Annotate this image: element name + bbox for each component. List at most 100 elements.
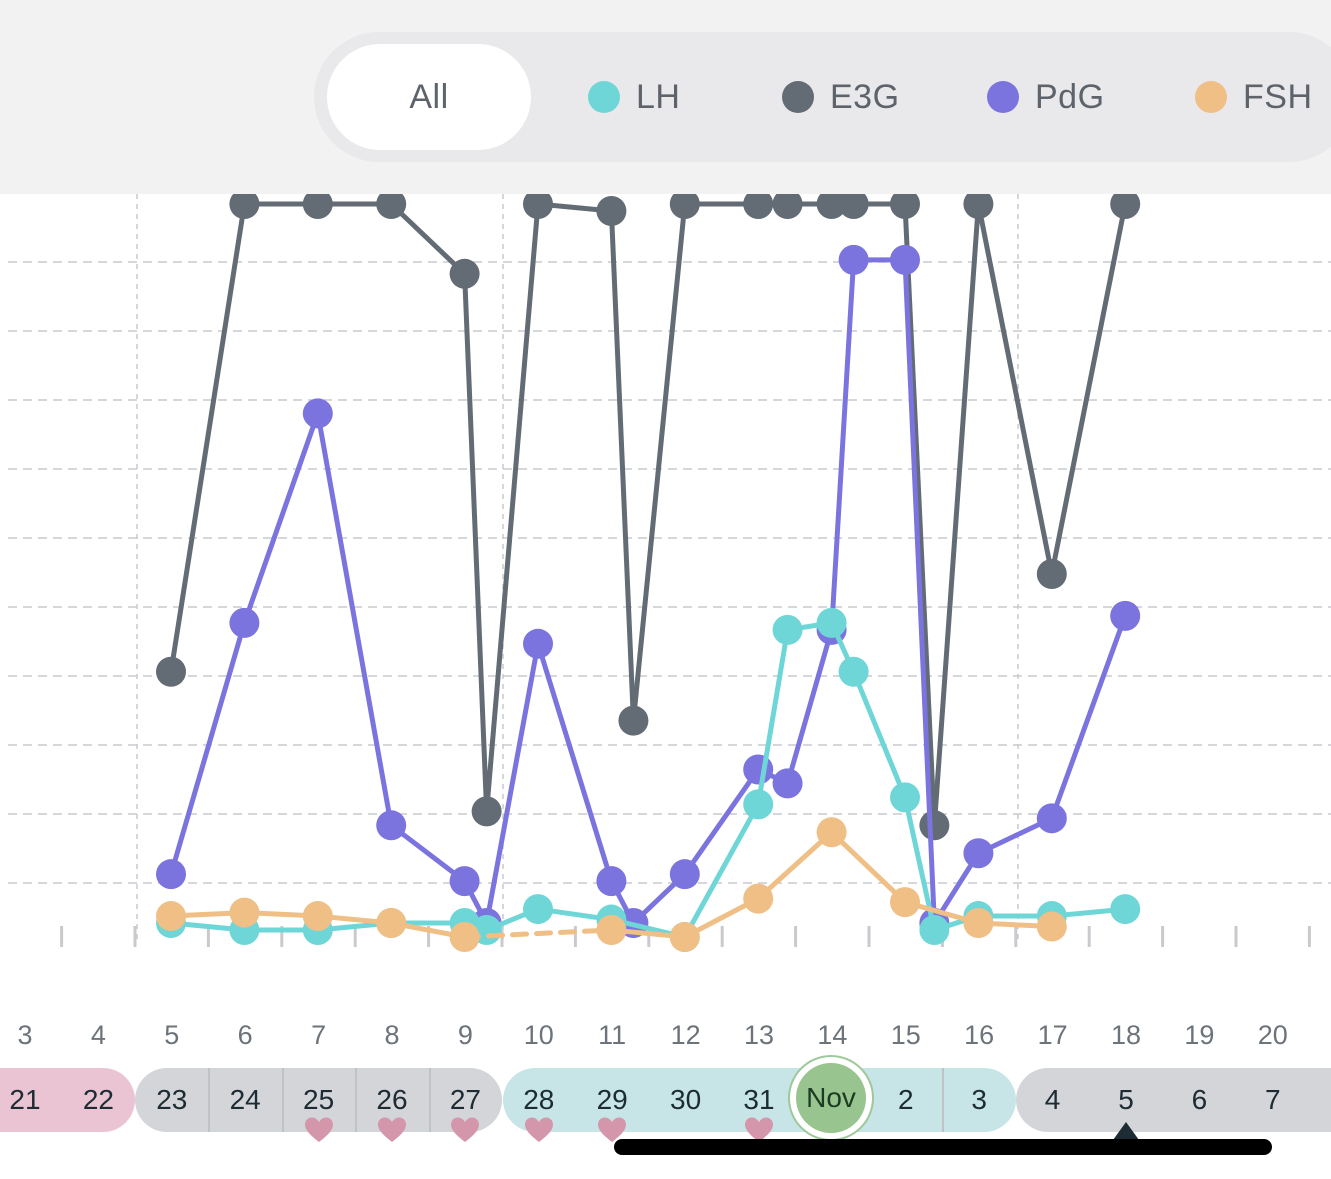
filter-fsh-button[interactable]: FSH: [1195, 44, 1313, 150]
e3g-point: [596, 195, 627, 226]
pdg-line-segment: [241, 410, 321, 626]
pdg-point: [302, 398, 333, 429]
fsh-point: [229, 897, 260, 928]
day-label: 14: [817, 1020, 848, 1050]
e3g-line-segment: [630, 201, 688, 724]
pdg-point: [1036, 803, 1067, 834]
cycle-day[interactable]: 23: [156, 1084, 188, 1115]
day-label: 4: [90, 1020, 106, 1050]
day-label: 11: [598, 1020, 627, 1050]
pdg-point: [596, 866, 627, 897]
cycle-day[interactable]: 31: [743, 1084, 775, 1115]
fsh-point: [449, 922, 480, 952]
lh-point: [523, 894, 553, 925]
cycle-day[interactable]: 27: [449, 1084, 481, 1115]
day-label: 9: [457, 1020, 473, 1050]
cycle-day[interactable]: 6: [1191, 1084, 1208, 1115]
e3g-point: [1110, 194, 1141, 219]
filter-lh-label: LH: [636, 77, 681, 116]
e3g-point: [376, 194, 407, 219]
cycle-day[interactable]: 4: [1044, 1084, 1061, 1115]
filter-e3g-button[interactable]: E3G: [782, 44, 900, 150]
pdg-dot-icon: [987, 81, 1019, 113]
cycle-day[interactable]: 30: [670, 1084, 702, 1115]
fsh-point: [302, 901, 333, 932]
cycle-day[interactable]: 26: [376, 1084, 408, 1115]
fsh-point: [1036, 911, 1067, 942]
e3g-point: [229, 194, 260, 219]
today-label: Nov: [796, 1063, 866, 1133]
band-divider: [429, 1068, 431, 1132]
pdg-line-segment: [829, 257, 857, 633]
heart-icon: [377, 1116, 407, 1144]
cycle-day[interactable]: 7: [1265, 1084, 1281, 1115]
e3g-line-segment: [931, 201, 981, 828]
heart-icon: [450, 1116, 480, 1144]
day-label: 19: [1184, 1020, 1215, 1050]
fsh-point: [890, 887, 920, 918]
e3g-point: [838, 194, 869, 219]
hormone-chart[interactable]: [0, 194, 1331, 954]
day-label: 10: [523, 1020, 554, 1050]
pdg-line-segment: [168, 620, 247, 877]
lh-point: [890, 782, 920, 813]
e3g-line-segment: [902, 201, 937, 828]
cycle-day[interactable]: 29: [596, 1084, 628, 1115]
selected-day-pointer-icon: [1113, 1122, 1139, 1140]
filter-lh-button[interactable]: LH: [588, 44, 680, 150]
fsh-line-segment: [755, 829, 835, 902]
cycle-day[interactable]: 24: [229, 1084, 261, 1115]
pdg-line-segment: [785, 627, 835, 786]
previous-cycle-band: [135, 1068, 502, 1132]
e3g-point: [963, 194, 994, 219]
day-label: 17: [1037, 1020, 1068, 1050]
day-label: 18: [1110, 1020, 1142, 1050]
today-marker[interactable]: Nov: [788, 1055, 874, 1141]
lh-line-segment: [851, 669, 908, 800]
day-label: 3: [17, 1020, 33, 1050]
fsh-point: [816, 817, 847, 848]
lh-point: [743, 789, 774, 820]
pdg-point: [449, 866, 480, 897]
band-divider: [282, 1068, 284, 1132]
e3g-point: [919, 810, 950, 841]
day-label: 7: [311, 1020, 327, 1050]
filter-all-button[interactable]: All: [327, 44, 531, 150]
e3g-point: [302, 194, 333, 219]
lh-point: [919, 915, 950, 946]
fsh-dot-icon: [1195, 81, 1227, 113]
e3g-line-segment: [388, 201, 468, 277]
e3g-line-segment: [1049, 201, 1128, 577]
pdg-line-segment: [682, 766, 761, 877]
cycle-day[interactable]: 21: [9, 1084, 41, 1115]
cycle-day[interactable]: 22: [82, 1084, 114, 1115]
filter-fsh-label: FSH: [1243, 77, 1313, 116]
pdg-point: [743, 754, 774, 785]
pdg-line-segment: [1049, 613, 1128, 821]
cycle-day[interactable]: 2: [898, 1084, 914, 1115]
day-label: 13: [743, 1020, 775, 1050]
band-divider: [942, 1068, 944, 1132]
day-label: 20: [1257, 1020, 1288, 1050]
heart-icon: [744, 1116, 774, 1144]
e3g-point: [1036, 558, 1067, 589]
filter-pdg-button[interactable]: PdG: [987, 44, 1105, 150]
filter-pdg-label: PdG: [1035, 77, 1105, 116]
pdg-point: [1110, 600, 1141, 631]
cycle-day[interactable]: 28: [523, 1084, 555, 1115]
filter-all-label: All: [409, 77, 449, 116]
e3g-point: [890, 194, 920, 219]
pdg-line-segment: [535, 641, 614, 884]
pdg-line-segment: [388, 822, 468, 884]
filter-e3g-label: E3G: [830, 77, 900, 116]
e3g-point: [449, 258, 480, 289]
cycle-day[interactable]: 5: [1118, 1084, 1134, 1115]
pdg-point: [890, 244, 920, 275]
pdg-point: [156, 859, 186, 890]
fsh-point: [376, 908, 407, 939]
pdg-point: [838, 244, 869, 275]
cycle-day[interactable]: 3: [971, 1084, 987, 1115]
cycle-day[interactable]: 25: [303, 1084, 335, 1115]
lh-point: [772, 614, 803, 645]
lh-line-segment: [682, 801, 761, 940]
